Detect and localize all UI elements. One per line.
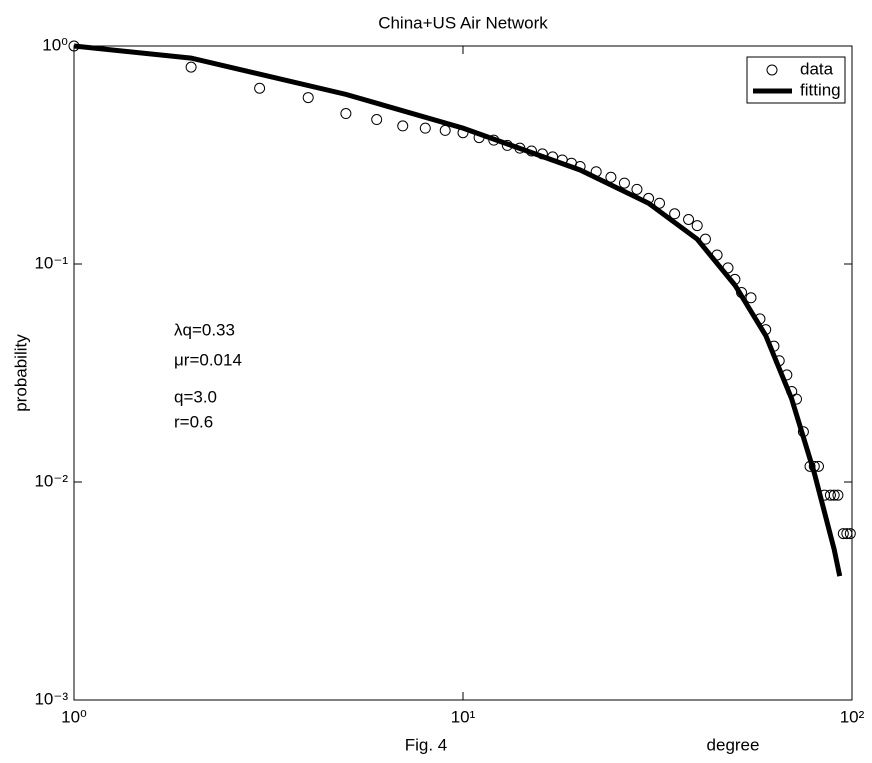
data-point xyxy=(683,214,695,226)
data-point xyxy=(832,489,844,501)
x-axis-label: degree xyxy=(707,735,760,754)
data-point xyxy=(631,183,643,195)
plot-frame xyxy=(73,45,853,701)
y-tick-label: 10⁻¹ xyxy=(34,253,68,272)
annotation: q=3.0 xyxy=(174,387,217,406)
data-point xyxy=(837,528,849,540)
data-point xyxy=(419,122,431,134)
legend-label: data xyxy=(800,59,834,78)
annotation: λq=0.33 xyxy=(174,320,235,339)
data-point xyxy=(691,220,703,232)
data-point xyxy=(669,208,681,220)
x-tick-label: 10² xyxy=(840,707,865,726)
y-axis-label: probability xyxy=(11,334,30,412)
caption: Fig. 4 xyxy=(405,735,448,754)
legend: data fitting xyxy=(746,56,846,104)
data-point xyxy=(841,528,853,540)
data-point xyxy=(371,114,383,126)
x-tick-label: 10¹ xyxy=(451,707,476,726)
annotation: μr=0.014 xyxy=(174,350,242,369)
y-tick-label: 10⁻² xyxy=(34,471,68,490)
chart-title: China+US Air Network xyxy=(378,13,548,32)
y-tick-label: 10⁻³ xyxy=(34,689,68,708)
data-point xyxy=(302,92,314,104)
legend-box xyxy=(746,56,846,104)
legend-label: fitting xyxy=(800,80,841,99)
annotation: r=0.6 xyxy=(174,412,213,431)
data-point xyxy=(618,177,630,189)
data-point xyxy=(828,489,840,501)
data-point xyxy=(439,124,451,136)
data-point xyxy=(745,292,757,304)
data-point xyxy=(844,528,856,540)
x-tick-label: 10⁰ xyxy=(61,707,87,726)
data-point xyxy=(397,120,409,132)
fit-line xyxy=(73,43,843,577)
data-point xyxy=(824,489,836,501)
data-point xyxy=(185,61,197,73)
data-point xyxy=(340,108,352,120)
data-point xyxy=(699,233,711,245)
data-point xyxy=(254,82,266,94)
legend-swatch xyxy=(766,64,778,76)
y-tick-label: 10⁰ xyxy=(42,35,68,54)
